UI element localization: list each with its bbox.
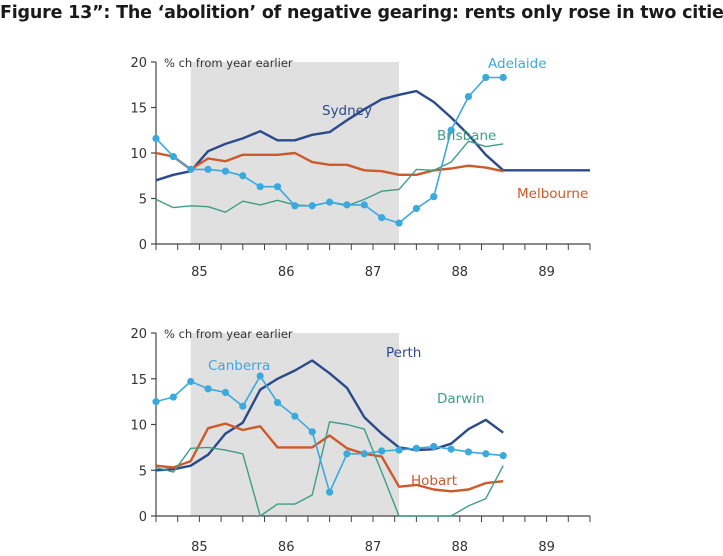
x-tick-label: 85 [191, 540, 208, 555]
series-label-melbourne: Melbourne [517, 186, 588, 202]
data-point-adelaide [187, 165, 195, 173]
y-tick-label: 5 [139, 464, 147, 479]
figure-title: Figure 13”: The ‘abolition’ of negative … [0, 3, 723, 23]
y-tick-label: 10 [130, 147, 147, 162]
data-point-canberra [360, 450, 368, 458]
data-point-adelaide [378, 214, 386, 222]
data-point-canberra [204, 385, 212, 393]
data-point-adelaide [482, 73, 490, 82]
bottom-panel-chart: 0 5 10 15 20 % ch from year earlier 85 86 87 88 89… [130, 327, 591, 555]
y-axis-label: % ch from year earlier [164, 56, 293, 70]
series-line-melbourne [155, 151, 504, 177]
x-tick-label: 86 [278, 540, 295, 555]
series-label-hobart: Hobart [411, 473, 457, 489]
data-point-adelaide [464, 92, 473, 101]
data-point-canberra [256, 372, 264, 380]
y-tick-label: 20 [130, 327, 147, 342]
data-point-adelaide [256, 183, 264, 191]
data-point-canberra [464, 448, 473, 456]
data-point-canberra [499, 452, 507, 460]
x-tick-label: 86 [278, 265, 295, 280]
data-point-canberra [169, 393, 177, 401]
data-point-canberra [378, 447, 386, 455]
series-label-canberra: Canberra [208, 358, 270, 374]
x-tick-label: 88 [452, 265, 469, 280]
series-label-adelaide: Adelaide [488, 56, 547, 72]
data-point-adelaide [152, 134, 160, 143]
y-tick-label: 0 [139, 238, 147, 253]
data-point-canberra [152, 398, 160, 406]
data-point-canberra [447, 445, 455, 453]
y-tick-label: 20 [130, 56, 147, 71]
data-point-adelaide [395, 219, 403, 227]
y-axis-label: % ch from year earlier [164, 327, 293, 341]
data-point-adelaide [221, 167, 230, 175]
data-point-adelaide [343, 201, 351, 209]
y-tick-label: 0 [139, 510, 147, 525]
series-label-perth: Perth [386, 345, 421, 361]
series-label-brisbane: Brisbane [437, 128, 496, 144]
data-point-canberra [187, 377, 195, 386]
data-point-canberra [482, 450, 490, 458]
data-point-adelaide [239, 172, 247, 180]
data-point-canberra [291, 412, 299, 420]
data-point-adelaide [204, 165, 212, 173]
x-tick-label: 89 [538, 265, 555, 280]
data-point-adelaide [360, 201, 368, 209]
data-point-canberra [343, 450, 351, 458]
series-line-darwin [155, 421, 504, 517]
y-tick-label: 5 [139, 193, 147, 208]
data-point-adelaide [430, 193, 438, 201]
y-tick-label: 10 [130, 419, 147, 434]
x-tick-label: 87 [365, 265, 382, 280]
series-line-hobart [155, 422, 504, 493]
top-panel-chart: 0 5 10 15 20 % ch from year earlier 85 86 87 88 89… [130, 56, 591, 280]
data-point-canberra [326, 488, 334, 496]
data-point-canberra [430, 442, 438, 451]
data-point-adelaide [499, 73, 507, 82]
data-point-canberra [221, 388, 230, 397]
x-tick-label: 89 [538, 540, 555, 555]
data-point-adelaide [169, 153, 177, 161]
data-point-canberra [412, 444, 420, 452]
series-label-darwin: Darwin [437, 391, 485, 407]
data-point-canberra [239, 402, 247, 410]
data-point-adelaide [273, 183, 282, 191]
data-point-adelaide [308, 202, 316, 210]
series-label-sydney: Sydney [322, 103, 372, 119]
y-tick-label: 15 [130, 102, 147, 117]
data-point-adelaide [291, 202, 299, 210]
series-line-sydney [155, 89, 590, 182]
x-tick-label: 87 [365, 540, 382, 555]
data-point-adelaide [326, 198, 334, 206]
data-point-canberra [308, 428, 316, 436]
data-point-adelaide [412, 204, 420, 213]
data-point-canberra [273, 398, 282, 407]
x-tick-label: 88 [452, 540, 469, 555]
y-tick-label: 15 [130, 373, 147, 388]
x-tick-label: 85 [191, 265, 208, 280]
data-point-canberra [395, 446, 403, 454]
data-point-adelaide [447, 126, 455, 134]
